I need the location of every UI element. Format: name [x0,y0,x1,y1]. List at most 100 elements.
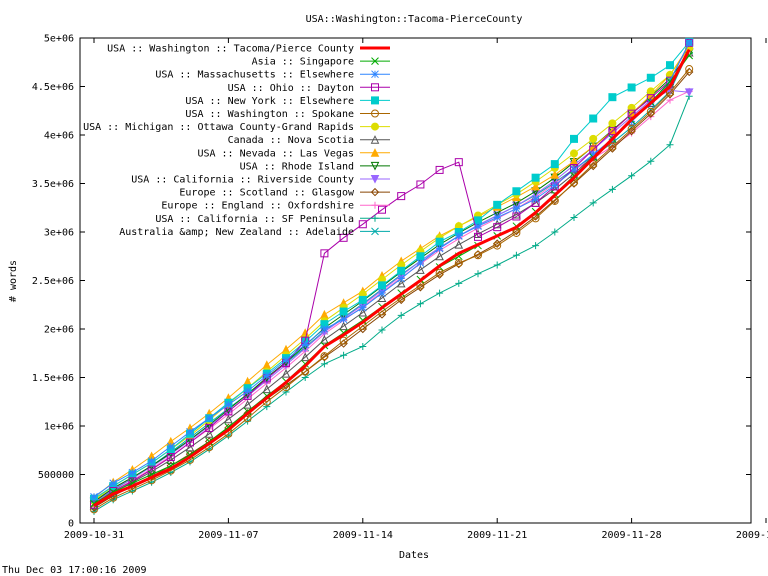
data-point [416,252,425,261]
data-point [454,239,464,249]
legend-label: USA :: California :: Riverside County [131,175,354,186]
legend-label: USA :: Michigan :: Ottawa County-Grand R… [83,122,354,133]
series-4 [90,38,694,509]
data-point [397,311,405,319]
data-point [396,278,406,288]
series-line [93,52,690,503]
data-point [493,200,502,209]
legend-marker [370,187,380,197]
data-point [512,212,521,221]
legend-label: USA :: California :: SF Peninsula [155,214,354,225]
series-1 [93,48,691,507]
data-point [109,479,118,488]
data-point [665,90,675,99]
data-point [416,259,425,267]
data-point [512,228,521,237]
legend-marker [370,175,380,184]
data-point [512,251,520,259]
legend-marker [371,83,379,92]
data-point [550,184,560,194]
data-point [531,195,540,203]
legend-label: USA :: Ohio :: Dayton [228,83,354,94]
data-point [186,427,194,436]
legend-label: USA :: Washington :: Tacoma/Pierce Count… [107,44,354,55]
data-point [339,321,348,331]
data-point [628,172,636,180]
data-point [166,453,175,462]
data-point [589,150,598,159]
series-line [93,48,691,507]
y-tick-label: 2.5e+06 [32,276,74,287]
data-point [435,244,444,253]
data-point [358,295,367,304]
legend-marker [371,109,379,118]
data-point [243,387,252,395]
legend-label: Europe :: England :: Oxfordshire [161,201,354,212]
data-point [493,213,502,222]
data-point [435,268,444,277]
data-point [166,442,175,451]
data-point [570,149,578,158]
data-point [550,196,559,205]
data-point [570,213,578,221]
legend-label: USA :: Massachusetts :: Elsewhere [155,70,354,81]
data-point [262,371,271,380]
data-point [224,414,233,424]
legend-marker [371,122,379,131]
data-point [416,180,425,189]
data-point [397,274,406,283]
x-axis-label: Dates [399,550,429,561]
series-line [93,50,690,505]
x-tick-label: 2009-10-31 [64,530,124,541]
data-point [550,181,559,190]
data-point [339,307,348,316]
x-tick-label: 2009-11-21 [467,530,527,541]
data-point [339,233,348,242]
legend-marker [371,57,379,65]
data-point [435,237,444,246]
data-point [569,179,579,188]
legend-label: USA :: Nevada :: Las Vegas [197,148,354,159]
data-point [627,83,636,92]
y-tick-label: 3.5e+06 [32,179,74,190]
data-point [474,232,482,241]
data-point [300,352,310,362]
data-point [320,309,329,319]
x-axis: 2009-10-31 2009-11-07 2009-11-14 2009-11-21… [64,38,768,541]
data-point [262,384,272,394]
legend-label: Canada :: Nova Scotia [228,135,354,146]
data-point [378,281,386,290]
legend-marker [371,201,379,209]
data-point [589,199,597,207]
data-point [550,170,560,179]
y-tick-label: 500000 [38,470,74,481]
x-tick-label: 2009-11-14 [333,530,393,541]
series-lines [89,37,694,515]
legend-label: Europe :: Scotland :: Glasgow [179,188,355,199]
data-point [684,67,694,77]
data-point [454,259,463,268]
data-point [608,142,617,151]
legend-marker [371,214,379,222]
data-point [627,103,636,112]
data-point [320,352,329,361]
legend: USA :: Washington :: Tacoma/Pierce Count… [83,44,390,238]
data-point [128,468,137,477]
y-axis-label: # words [8,260,19,302]
data-point [627,125,636,134]
data-point [608,119,617,128]
data-point [340,351,348,359]
data-point [185,442,195,452]
data-point [224,400,233,409]
data-point [627,126,636,136]
data-point [666,76,674,85]
timestamp: Thu Dec 03 17:00:16 2009 [2,565,147,576]
data-point [378,289,386,297]
data-point [493,261,501,269]
data-point [455,279,463,287]
data-point [627,109,636,118]
data-point [396,295,406,305]
data-point [397,192,406,201]
data-point [646,109,656,118]
data-point [166,455,176,464]
